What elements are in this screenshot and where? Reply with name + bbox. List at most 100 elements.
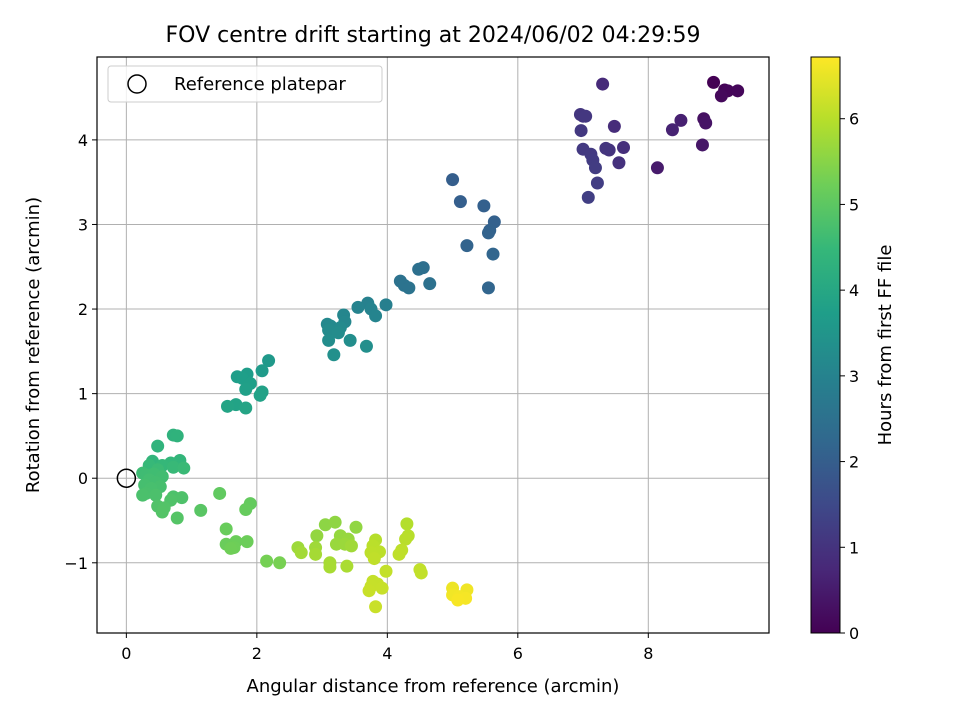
colorbar-tick-label: 2 [849,453,859,472]
data-point [599,141,613,155]
data-point [136,488,150,502]
data-point [359,339,373,353]
data-point [617,141,631,155]
x-axis-ticks: 0 2 4 6 8 [121,633,653,663]
data-point [674,113,688,127]
data-point [369,309,383,323]
data-point [367,552,381,566]
x-tick-label: 8 [643,644,653,663]
y-axis-label: Rotation from reference (arcmin) [23,197,44,493]
y-tick-label: 1 [78,385,88,404]
data-point [714,89,728,103]
colorbar-tick-label: 4 [849,281,859,300]
data-point [481,281,495,295]
data-point [453,195,467,209]
data-point [477,199,491,213]
legend-marker-icon [127,74,147,94]
data-point [414,566,428,580]
data-point [309,547,323,561]
x-tick-label: 6 [513,644,523,663]
data-point [695,138,709,152]
data-point [175,491,189,505]
colorbar-tick-label: 1 [849,538,859,557]
data-point [665,123,679,137]
data-point [349,520,363,534]
y-tick-label: 4 [78,131,88,150]
data-point [260,554,274,568]
data-point [612,156,626,170]
data-point [340,559,354,573]
data-point [412,262,426,276]
data-point [239,382,253,396]
data-point [590,176,604,190]
data-point [262,354,276,368]
data-point [402,281,416,295]
x-tick-label: 0 [121,644,131,663]
data-point [170,511,184,525]
legend: Reference platepar [107,65,383,103]
data-point [323,560,337,574]
legend-box [107,65,383,103]
colorbar-label: Hours from first FF file [875,245,896,446]
data-point [151,439,165,453]
data-point [399,532,413,546]
data-point [375,581,389,595]
data-point [177,461,191,475]
y-tick-label: 2 [78,300,88,319]
data-point [322,323,336,337]
data-point [369,600,383,614]
data-point [219,522,233,536]
grid-lines [97,57,769,633]
data-point [581,190,595,204]
data-point [294,546,308,560]
data-point [707,75,721,89]
data-point [731,84,745,98]
data-point [310,529,324,543]
data-point [327,348,341,362]
data-point [166,460,180,474]
data-point [240,535,254,549]
data-point [194,503,208,517]
data-point [362,584,376,598]
data-point [318,518,332,532]
data-point [213,486,227,500]
x-tick-label: 2 [252,644,262,663]
data-point [239,503,253,517]
x-axis-label: Angular distance from reference (arcmin) [247,676,620,697]
x-tick-label: 4 [382,644,392,663]
data-point [446,173,460,187]
data-point [451,593,465,607]
data-point [400,517,414,531]
reference-platepar-marker [116,468,137,488]
data-point [155,505,169,519]
data-point [486,247,500,261]
colorbar-tick-label: 5 [849,195,859,214]
data-point [331,326,345,340]
y-axis-ticks: −1 0 1 2 3 4 [64,131,97,573]
data-point [574,124,588,138]
data-point [170,429,184,443]
data-point [322,333,336,347]
data-point [607,119,621,133]
data-point [379,298,393,312]
y-tick-label: 3 [78,215,88,234]
plot-frame [96,56,770,634]
data-point [239,401,253,415]
data-point [253,388,267,402]
legend-entry-label: Reference platepar [174,74,346,95]
colorbar-tick-label: 3 [849,367,859,386]
data-point [343,333,357,347]
data-point [481,226,495,240]
data-point [351,300,365,314]
data-point [699,116,713,130]
data-point [220,399,234,413]
colorbar-tick-label: 0 [849,624,859,643]
data-point [379,564,393,578]
data-point [588,161,602,175]
data-points [136,75,745,614]
data-point [255,364,269,378]
colorbar-ticks: 0 1 2 3 4 5 6 [840,110,859,643]
data-point [149,488,163,502]
